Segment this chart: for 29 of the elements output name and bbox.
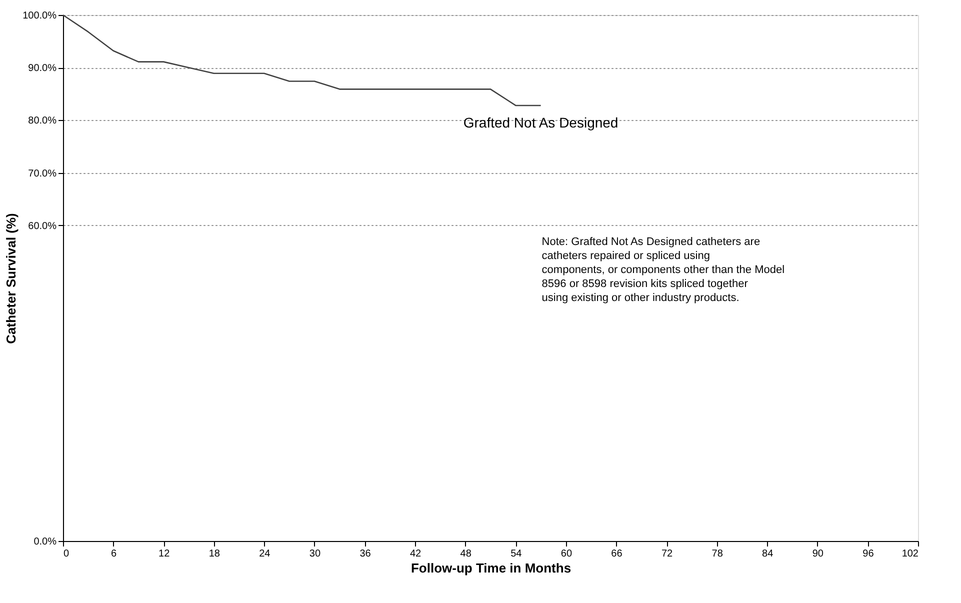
y-tick-label: 0.0% [34,536,57,548]
x-tick-label: 24 [259,548,271,560]
x-tick-label: 42 [410,548,422,560]
x-tick-label: 18 [208,548,220,560]
x-tick-label: 66 [611,548,623,560]
x-tick-label: 96 [862,548,874,560]
x-tick-label: 72 [661,548,674,560]
y-tick-label: 80.0% [28,116,57,127]
y-tick-label: 70.0% [28,168,57,180]
x-tick-label: 90 [812,548,824,560]
y-axis-title: Catheter Survival (%) [4,213,19,344]
annotation: Note: Grafted Not As Designed catheters are catheters repaired or spliced using components, or components other than the Model 8596 or 8598 revision kits spliced together using existing or other industry products. [542,236,785,304]
y-tick-label: 90.0% [28,63,57,74]
x-tick-label: 12 [158,548,170,560]
x-tick-label: 84 [762,548,774,560]
x-tick-label: 30 [309,548,321,560]
x-tick-label: 0 [64,548,70,560]
x-tick-label: 54 [510,548,522,560]
x-tick-label: 36 [360,548,372,560]
line-series [62,14,542,106]
x-tick-label: 60 [560,548,572,560]
x-tick-label: 102 [902,548,919,560]
y-tick-label: 100.0% [22,10,57,22]
x-tick-label: 78 [712,548,724,560]
x-tick-label: 48 [460,548,472,560]
x-tick-label: 6 [111,548,118,560]
series-label: Grafted Not As Designed [463,114,618,130]
y-tick-label: 60.0% [28,220,57,232]
x-axis-title: Follow-up Time in Months [410,560,572,576]
